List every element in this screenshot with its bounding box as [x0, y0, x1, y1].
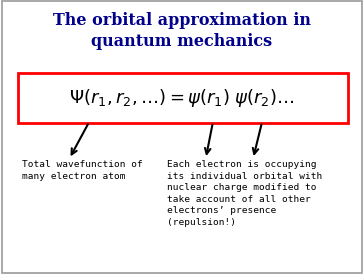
Text: Total wavefunction of
many electron atom: Total wavefunction of many electron atom — [22, 160, 143, 181]
Text: The orbital approximation in
quantum mechanics: The orbital approximation in quantum mec… — [53, 12, 311, 50]
Text: $\Psi(r_1, r_2, \ldots) = \psi(r_1)\; \psi(r_2)\ldots$: $\Psi(r_1, r_2, \ldots) = \psi(r_1)\; \p… — [70, 87, 294, 109]
FancyBboxPatch shape — [18, 73, 348, 123]
Text: Each electron is occupying
its individual orbital with
nuclear charge modified t: Each electron is occupying its individua… — [167, 160, 323, 227]
